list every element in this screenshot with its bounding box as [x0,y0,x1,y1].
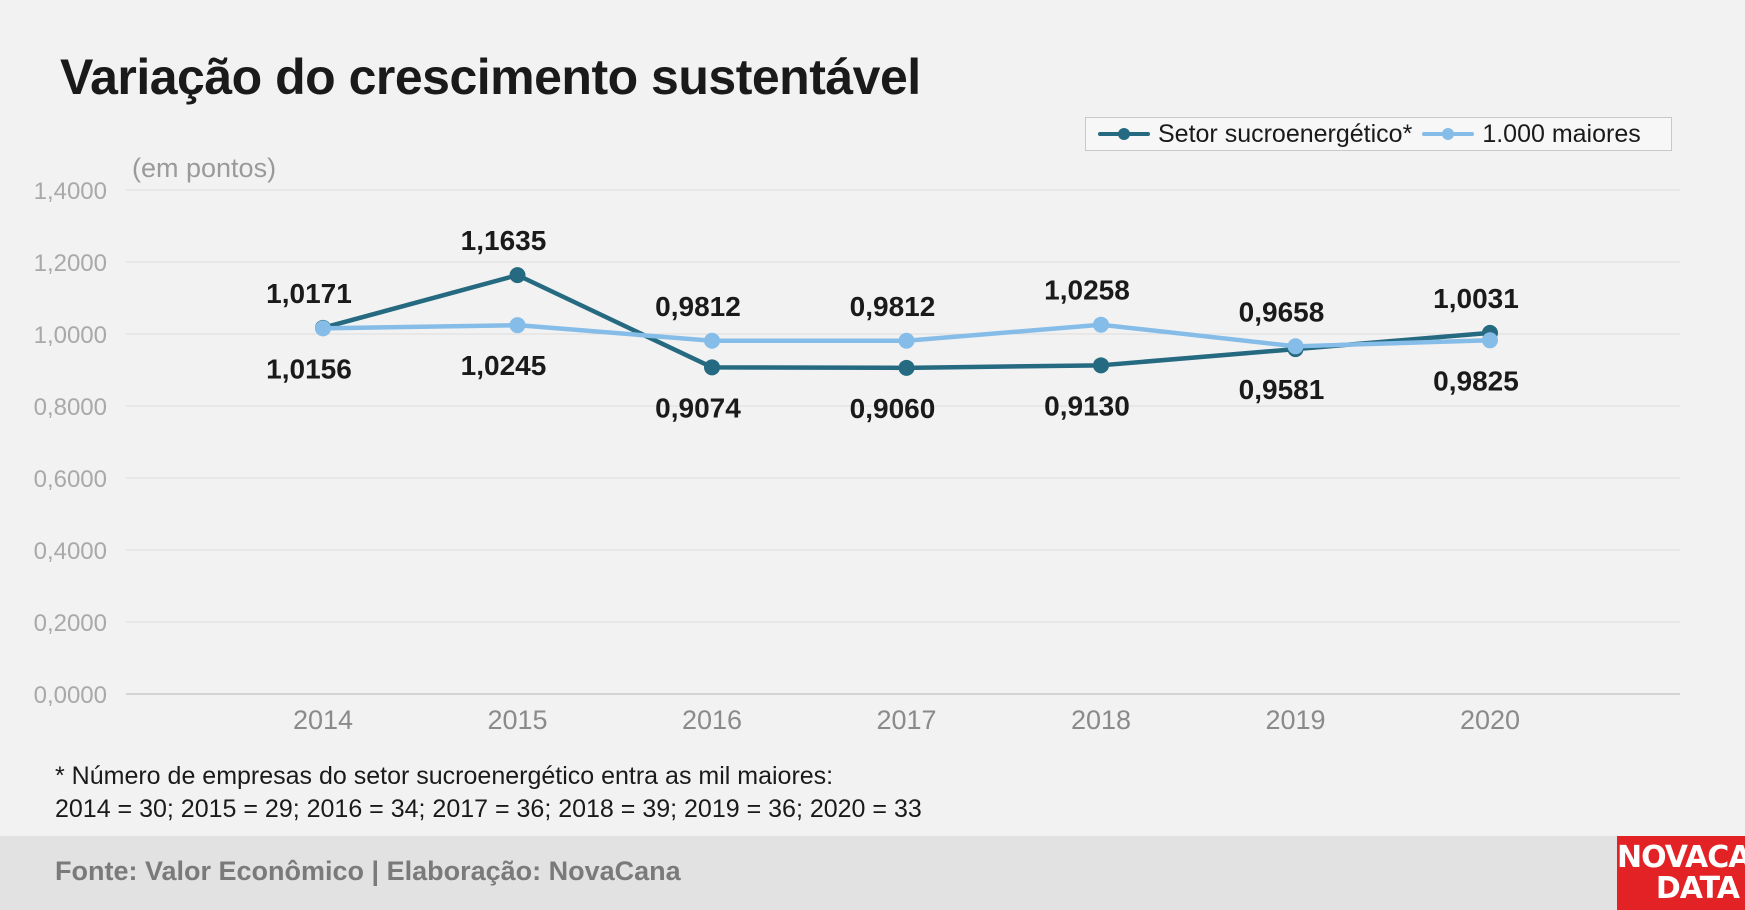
chart-legend: Setor sucroenergético* 1.000 maiores [1085,117,1672,151]
x-tick-label: 2019 [1265,705,1325,735]
data-point-maiores [704,332,720,349]
y-tick-label: 0,0000 [34,682,107,709]
x-tick-label: 2018 [1071,705,1131,735]
y-tick-label: 0,2000 [34,610,107,637]
footnote-line-2: 2014 = 30; 2015 = 29; 2016 = 34; 2017 = … [55,795,922,823]
legend-item-setor: Setor sucroenergético* [1098,120,1412,149]
data-point-maiores [315,320,331,337]
data-point-maiores [898,332,915,349]
data-label-maiores: 0,9812 [655,291,741,322]
source-credit: Fonte: Valor Econômico | Elaboração: Nov… [55,856,681,886]
data-label-maiores: 0,9658 [1239,296,1325,327]
y-tick-label: 1,0000 [34,322,107,349]
data-point-setor [509,267,526,284]
data-label-maiores: 0,9825 [1433,365,1519,396]
data-label-setor: 0,9581 [1239,374,1325,405]
novacana-data-logo: NOVACANA DATA [1617,836,1745,910]
data-point-setor [1093,357,1109,374]
legend-label-setor: Setor sucroenergético* [1158,119,1413,148]
data-label-setor: 1,0031 [1433,283,1519,314]
data-point-maiores [1093,316,1109,333]
x-tick-label: 2015 [487,705,547,735]
data-point-maiores [509,317,526,334]
y-tick-label: 1,4000 [34,178,107,205]
data-point-maiores [1287,338,1304,355]
footer-bar: Fonte: Valor Econômico | Elaboração: Nov… [0,836,1745,910]
x-tick-label: 2014 [293,705,353,735]
data-label-setor: 0,9074 [655,392,741,423]
data-label-maiores: 1,0156 [266,353,352,384]
data-label-setor: 0,9060 [850,393,936,424]
y-tick-label: 0,4000 [34,538,107,565]
legend-swatch-setor [1098,127,1150,141]
data-label-setor: 0,9130 [1044,390,1130,421]
line-chart: (em pontos) 0,0000 0,2000 0,4000 0,6000 0,800… [34,153,1680,735]
data-point-setor [704,359,720,376]
data-label-maiores: 1,0245 [461,350,547,381]
x-tick-label: 2017 [876,705,936,735]
x-tick-label: 2016 [682,705,742,735]
y-unit-label: (em pontos) [132,153,276,183]
data-label-maiores: 0,9812 [850,291,936,322]
x-tick-label: 2020 [1460,705,1520,735]
data-label-setor: 1,0171 [266,278,352,309]
y-tick-label: 1,2000 [34,250,107,277]
data-point-maiores [1482,332,1498,349]
data-label-maiores: 1,0258 [1044,275,1130,306]
chart-title: Variação do crescimento sustentável [60,49,921,105]
legend-label-maiores: 1.000 maiores [1482,119,1641,148]
y-tick-label: 0,6000 [34,466,107,493]
data-point-setor [898,359,915,376]
data-label-setor: 1,1635 [461,225,547,256]
y-tick-label: 0,8000 [34,394,107,421]
legend-swatch-maiores [1422,127,1475,141]
footnote-line-1: * Número de empresas do setor sucroenerg… [55,762,834,790]
footnote: * Número de empresas do setor sucroenerg… [55,760,922,826]
legend-item-maiores: 1.000 maiores [1422,119,1641,149]
